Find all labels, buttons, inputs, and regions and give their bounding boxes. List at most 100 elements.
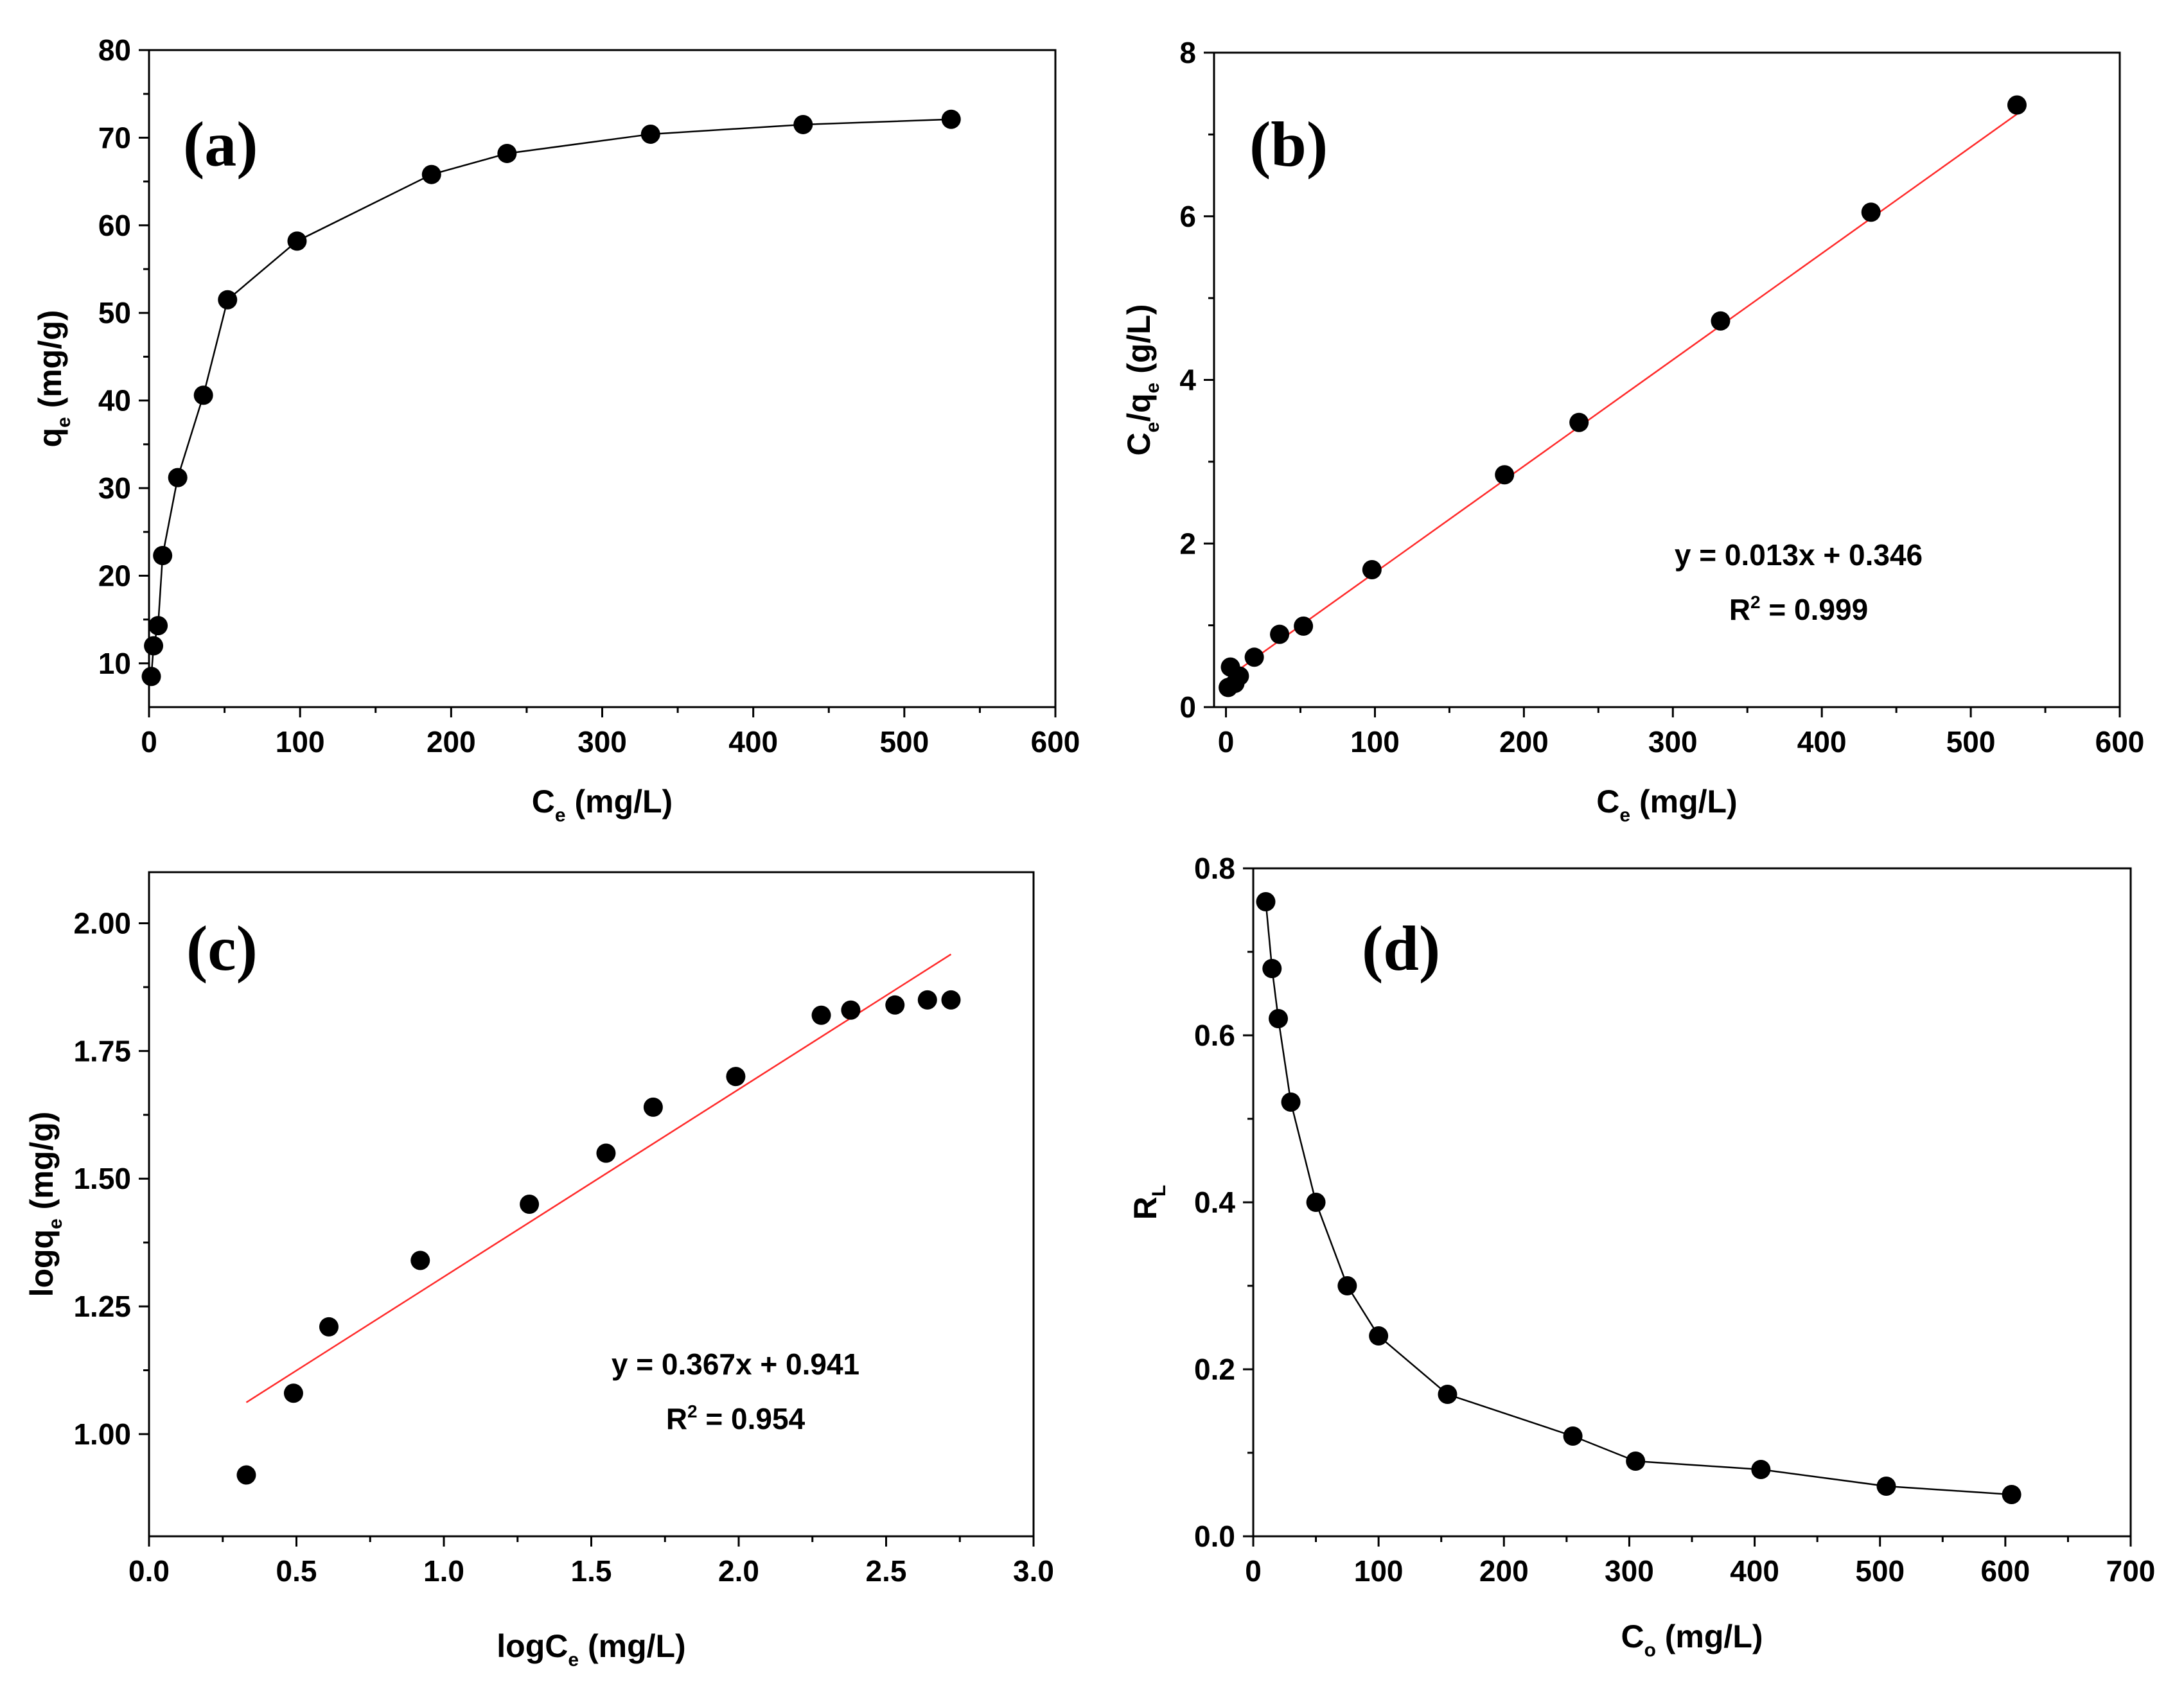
y-axis-title: Ce/qe (g/L)	[1121, 304, 1163, 455]
y-tick-label: 1.50	[73, 1162, 131, 1195]
data-point	[283, 1383, 303, 1403]
data-point	[218, 290, 238, 310]
plot-frame-b	[1213, 51, 2121, 708]
x-tick-label: 200	[1499, 725, 1549, 759]
y-tick-label: 0	[1179, 690, 1196, 724]
y-tick-label: 2	[1179, 527, 1196, 560]
x-tick-label: 600	[1031, 725, 1080, 759]
y-tick-label: 0.2	[1194, 1353, 1235, 1386]
x-tick-label: 600	[2095, 725, 2145, 759]
x-tick-label: 500	[1946, 725, 1996, 759]
x-tick-label: 100	[1354, 1554, 1404, 1588]
data-point	[497, 143, 517, 163]
x-tick-label: 0	[141, 725, 157, 759]
x-tick-label: 400	[728, 725, 778, 759]
fit-r-squared: R2 = 0.954	[666, 1401, 806, 1435]
data-point	[2007, 95, 2027, 115]
data-point	[640, 124, 660, 144]
data-point	[793, 114, 813, 134]
panel-label: (b)	[1249, 109, 1328, 180]
x-axis-title: Ce (mg/L)	[1596, 784, 1737, 826]
series-line	[1265, 901, 2012, 1496]
fit-equation: y = 0.013x + 0.346	[1675, 538, 1923, 572]
x-axis-title: Ce (mg/L)	[532, 784, 673, 826]
data-point	[319, 1317, 339, 1337]
plot-frame-c	[148, 871, 1035, 1538]
panel-b: 0 100 200 300 400 500 600 0 2 4 6 8 Ce (mg/L) Ce/qe (…	[1121, 36, 2144, 826]
y-tick-label: 4	[1179, 364, 1196, 397]
y-tick-label: 1.00	[73, 1417, 131, 1451]
y-tick-label: 0.6	[1194, 1019, 1235, 1052]
y-tick-label: 20	[98, 559, 131, 592]
data-point	[885, 995, 905, 1015]
data-point	[1626, 1452, 1646, 1471]
data-point	[1306, 1193, 1326, 1212]
data-point	[1751, 1460, 1771, 1479]
y-tick-label: 0.4	[1194, 1186, 1235, 1219]
y-tick-label: 0.0	[1194, 1520, 1235, 1553]
y-tick-label: 2.00	[73, 907, 131, 940]
x-tick-label: 0.0	[128, 1554, 170, 1588]
data-point	[941, 109, 961, 129]
data-point	[410, 1250, 430, 1270]
data-point	[1711, 311, 1730, 331]
data-point	[596, 1143, 616, 1163]
x-tick-label: 700	[2106, 1554, 2156, 1588]
data-point	[1876, 1477, 1896, 1496]
y-tick-label: 6	[1179, 200, 1196, 233]
data-point	[421, 164, 441, 184]
data-point	[148, 616, 168, 636]
data-point	[1563, 1426, 1583, 1446]
y-tick-label: 60	[98, 209, 131, 242]
y-tick-label: 70	[98, 121, 131, 154]
data-point	[726, 1067, 746, 1087]
x-tick-label: 0	[1218, 725, 1235, 759]
series-line	[150, 118, 951, 677]
panel-c: 0.0 0.5 1.0 1.5 2.0 2.5 3.0 1.00 1.25 1.50 1.75 2.0…	[24, 871, 1054, 1671]
data-point	[811, 1005, 831, 1025]
x-tick-label: 400	[1730, 1554, 1779, 1588]
x-tick-label: 200	[427, 725, 476, 759]
data-point	[1362, 560, 1382, 580]
y-tick-label: 40	[98, 384, 131, 417]
data-point	[841, 1000, 861, 1020]
y-tick-label: 0.8	[1194, 852, 1235, 885]
plot-frame-a	[148, 49, 1057, 708]
data-point	[1269, 1009, 1289, 1028]
data-point	[1270, 624, 1290, 644]
data-point	[287, 231, 307, 251]
y-axis-title: qe (mg/g)	[32, 310, 75, 448]
x-tick-label: 300	[577, 725, 627, 759]
y-tick-label: 1.75	[73, 1034, 131, 1067]
x-tick-label: 0	[1245, 1554, 1262, 1588]
data-point	[1495, 465, 1515, 485]
y-axis-title: logqe (mg/g)	[24, 1112, 66, 1297]
fit-r-squared: R2 = 0.999	[1729, 592, 1868, 626]
data-point	[1256, 892, 1276, 911]
x-tick-label: 300	[1648, 725, 1698, 759]
x-tick-label: 1.0	[423, 1554, 464, 1588]
x-tick-label: 200	[1479, 1554, 1529, 1588]
fit-equation: y = 0.367x + 0.941	[612, 1347, 859, 1381]
panel-d: 0 100 200 300 400 500 600 700 0.0 0.2 0.4 0.6 0.8 Co …	[1127, 852, 2155, 1661]
x-axis-title: logCe (mg/L)	[497, 1628, 685, 1671]
y-tick-label: 80	[98, 33, 131, 67]
data-point	[141, 667, 161, 687]
panel-label: (a)	[183, 109, 258, 180]
x-tick-label: 400	[1797, 725, 1847, 759]
data-point	[1438, 1385, 1457, 1404]
data-point	[1569, 412, 1589, 432]
data-point	[643, 1097, 663, 1117]
data-point	[2002, 1485, 2021, 1504]
data-point	[193, 385, 213, 405]
data-point	[236, 1465, 256, 1485]
data-point	[941, 990, 961, 1010]
y-tick-label: 30	[98, 471, 131, 505]
data-point	[1369, 1326, 1389, 1346]
data-point	[153, 546, 173, 566]
data-point	[1244, 647, 1264, 667]
data-point	[1861, 202, 1881, 222]
data-point	[917, 990, 937, 1010]
y-tick-label: 10	[98, 647, 131, 680]
